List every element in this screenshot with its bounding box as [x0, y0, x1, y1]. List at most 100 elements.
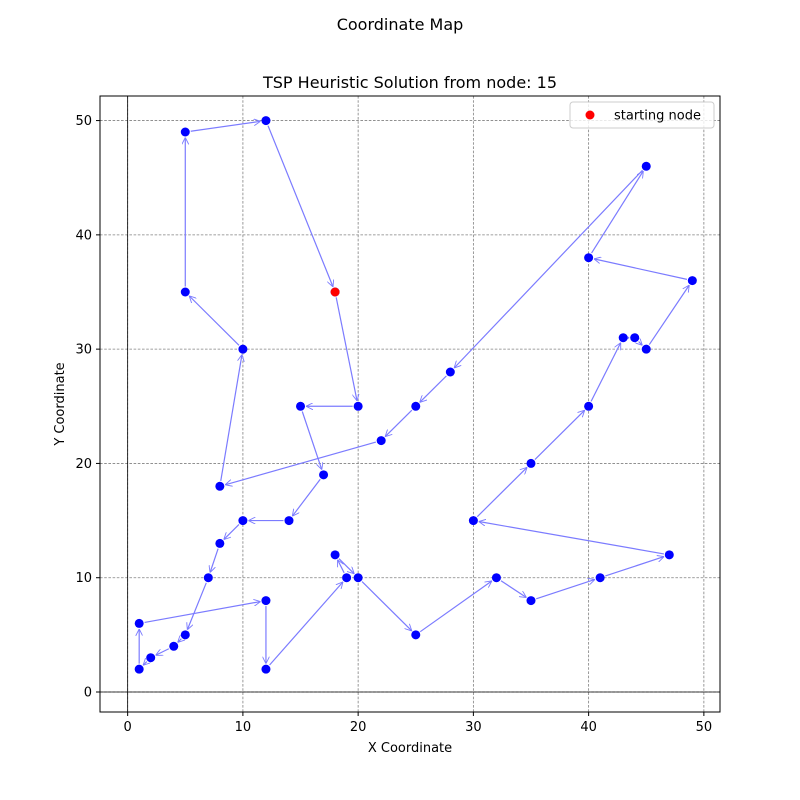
x-tick-label: 10	[235, 720, 252, 735]
x-tick-label: 40	[580, 720, 597, 735]
tour-node	[215, 481, 225, 491]
tour-node	[618, 333, 628, 343]
x-tick-label: 20	[350, 720, 367, 735]
tour-node	[411, 630, 421, 640]
tour-edge-arrow	[420, 375, 447, 403]
tour-node	[376, 436, 386, 446]
plot-frame	[99, 95, 721, 713]
tour-edges	[139, 121, 689, 665]
tour-node	[330, 550, 340, 560]
tour-node	[169, 641, 179, 651]
tour-node	[664, 550, 674, 560]
tour-edge-arrow	[292, 478, 321, 516]
x-tick-label: 50	[696, 720, 713, 735]
tour-node	[319, 470, 329, 480]
tour-node	[595, 573, 605, 583]
plot-background	[100, 96, 720, 712]
y-tick-label: 50	[75, 114, 92, 129]
tour-edge-arrow	[639, 342, 643, 346]
tour-node	[261, 596, 271, 606]
tour-edge-arrow	[476, 467, 527, 518]
tour-node	[180, 127, 190, 137]
tour-node	[238, 516, 248, 526]
tour-edge-arrow	[536, 579, 595, 600]
tour-edge-arrow	[605, 557, 664, 577]
start-node-group	[330, 287, 340, 297]
tour-edge-arrow	[267, 125, 333, 287]
tour-node	[134, 618, 144, 628]
tour-node	[641, 161, 651, 171]
x-tick-label: 30	[465, 720, 482, 735]
chart-title: TSP Heuristic Solution from node: 15	[262, 73, 557, 92]
tour-node	[468, 516, 478, 526]
tour-edge-arrow	[269, 582, 343, 666]
tour-node	[526, 596, 536, 606]
zero-axis-lines	[100, 96, 720, 712]
tour-edge-arrow	[220, 355, 242, 481]
tour-edge-arrow	[225, 441, 377, 485]
x-axis-ticks: 0 10 20 30 40 50	[124, 712, 713, 735]
tour-nodes	[134, 116, 697, 674]
tour-node	[630, 333, 640, 343]
tour-node	[215, 538, 225, 548]
tour-edge-arrow	[190, 121, 261, 132]
tour-edge-arrow	[419, 581, 492, 633]
tour-edge-arrow	[361, 581, 412, 631]
tour-node	[261, 664, 271, 674]
tour-edge-arrow	[337, 560, 345, 574]
tour-edge-arrow	[156, 648, 170, 656]
tour-edge-arrow	[335, 297, 357, 401]
y-tick-label: 20	[75, 457, 92, 472]
tour-node	[203, 573, 213, 583]
tour-node	[584, 253, 594, 263]
tour-node	[146, 653, 156, 663]
figure-suptitle: Coordinate Map	[337, 15, 464, 34]
tour-edge-arrow	[178, 639, 182, 643]
tour-node	[641, 344, 651, 354]
tour-node	[491, 573, 501, 583]
tour-edge-arrow	[144, 602, 261, 624]
y-tick-label: 30	[75, 343, 92, 358]
tour-node	[180, 287, 190, 297]
tour-edge-arrow	[338, 558, 354, 574]
tour-node	[584, 401, 594, 411]
y-axis-ticks: 0 10 20 30 40 50	[75, 114, 100, 701]
plot-area	[99, 95, 721, 713]
tour-node	[180, 630, 190, 640]
tour-node	[238, 344, 248, 354]
x-tick-label: 0	[124, 720, 132, 735]
x-axis-label: X Coordinate	[368, 741, 452, 756]
y-tick-label: 10	[75, 571, 92, 586]
tour-edge-arrow	[210, 548, 219, 573]
tour-edge-arrow	[143, 662, 147, 666]
tour-edge-arrow	[648, 285, 689, 345]
tour-edge-arrow	[500, 580, 526, 598]
legend-box	[569, 101, 715, 129]
tour-edge-arrow	[594, 259, 688, 280]
tour-edge-arrow	[454, 169, 643, 368]
tour-node	[134, 664, 144, 674]
tour-node	[526, 458, 536, 468]
tour-edge-arrow	[224, 524, 240, 539]
tour-edge-arrow	[385, 409, 413, 437]
starting-node-marker	[330, 287, 340, 297]
tour-edge-arrow	[189, 296, 240, 346]
y-tick-label: 40	[75, 228, 92, 243]
tour-node	[687, 276, 697, 286]
tour-node	[284, 516, 294, 526]
tour-node	[353, 573, 363, 583]
tour-edge-arrow	[479, 522, 664, 555]
y-tick-label: 0	[84, 686, 92, 701]
tour-node	[445, 367, 455, 377]
tour-node	[353, 401, 363, 411]
tour-edge-arrow	[187, 582, 207, 630]
tour-edge-arrow	[591, 171, 644, 254]
legend-label-starting-node: starting node	[614, 109, 701, 124]
tour-node	[342, 573, 352, 583]
tour-node	[296, 401, 306, 411]
legend: starting node	[569, 101, 715, 129]
legend-marker-starting-node	[585, 110, 595, 120]
tour-node	[261, 116, 271, 126]
tour-edge-arrow	[534, 410, 585, 460]
